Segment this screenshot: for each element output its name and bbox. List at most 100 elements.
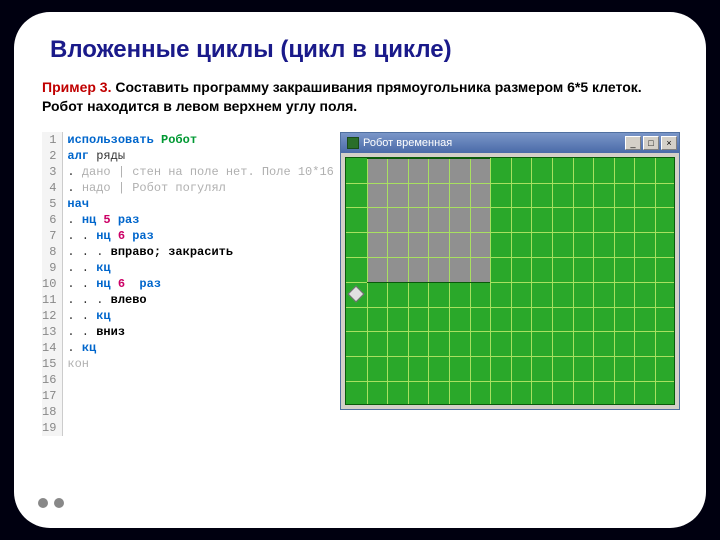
filled-cell (367, 232, 388, 257)
grid-vline (614, 158, 615, 404)
code-line: алг ряды (67, 148, 333, 164)
content-area: 12345678910111213141516171819 использова… (42, 132, 678, 436)
maximize-button[interactable]: □ (643, 136, 659, 150)
line-number: 2 (42, 148, 56, 164)
filled-cell (408, 207, 429, 232)
filled-cell (428, 232, 449, 257)
slide-title: Вложенные циклы (цикл в цикле) (50, 36, 678, 64)
example-text: Составить программу закрашивания прямоуг… (42, 79, 642, 114)
filled-cell (367, 257, 388, 282)
minimize-button[interactable]: _ (625, 136, 641, 150)
nav-bullet[interactable] (54, 498, 64, 508)
code-line: . кц (67, 340, 333, 356)
code-line: нач (67, 196, 333, 212)
grid-vline (387, 158, 388, 404)
code-line: . нц 5 раз (67, 212, 333, 228)
code-line (67, 404, 333, 420)
line-number: 14 (42, 340, 56, 356)
line-number: 11 (42, 292, 56, 308)
filled-cell (428, 158, 449, 183)
filled-cell (367, 183, 388, 208)
code-line: . . нц 6 раз (67, 276, 333, 292)
grid-hline (346, 381, 674, 382)
filled-cell (387, 257, 408, 282)
code-line (67, 372, 333, 388)
grid-vline (449, 158, 450, 404)
filled-cell (449, 183, 470, 208)
code-line: кон (67, 356, 333, 372)
line-number: 9 (42, 260, 56, 276)
filled-cell (470, 207, 491, 232)
code-line: использовать Робот (67, 132, 333, 148)
field-border (367, 282, 491, 283)
grid-hline (346, 356, 674, 357)
titlebar: Робот временная _ □ × (341, 133, 679, 153)
example-description: Пример 3. Составить программу закрашиван… (42, 78, 678, 116)
filled-cell (367, 207, 388, 232)
line-number: 16 (42, 372, 56, 388)
code-body: использовать Роботалг ряды. дано | стен … (63, 132, 333, 436)
grid-hline (346, 257, 674, 258)
slide: Вложенные циклы (цикл в цикле) Пример 3.… (14, 12, 706, 528)
grid-vline (552, 158, 553, 404)
filled-cell (449, 257, 470, 282)
filled-cell (367, 158, 388, 183)
grid-vline (428, 158, 429, 404)
line-number: 18 (42, 404, 56, 420)
field-border (367, 158, 491, 159)
grid-hline (346, 207, 674, 208)
code-line: . надо | Робот погулял (67, 180, 333, 196)
line-number: 8 (42, 244, 56, 260)
nav-bullet[interactable] (38, 498, 48, 508)
code-line (67, 420, 333, 436)
filled-cell (387, 207, 408, 232)
line-number: 15 (42, 356, 56, 372)
grid-hline (346, 232, 674, 233)
filled-cell (408, 183, 429, 208)
code-line: . . кц (67, 308, 333, 324)
code-line: . . . влево (67, 292, 333, 308)
line-number: 3 (42, 164, 56, 180)
filled-cell (470, 183, 491, 208)
line-number: 7 (42, 228, 56, 244)
code-line: . дано | стен на поле нет. Поле 10*16 (67, 164, 333, 180)
grid-vline (511, 158, 512, 404)
line-gutter: 12345678910111213141516171819 (42, 132, 63, 436)
grid-vline (531, 158, 532, 404)
filled-cell (387, 158, 408, 183)
grid-vline (655, 158, 656, 404)
grid-vline (593, 158, 594, 404)
window-title: Робот временная (363, 137, 623, 149)
code-line: . . вниз (67, 324, 333, 340)
line-number: 4 (42, 180, 56, 196)
robot-icon (348, 286, 365, 303)
line-number: 17 (42, 388, 56, 404)
grid-hline (346, 307, 674, 308)
grid-vline (470, 158, 471, 404)
robot-window: Робот временная _ □ × (340, 132, 680, 410)
filled-cell (408, 232, 429, 257)
filled-cell (449, 207, 470, 232)
app-icon (347, 137, 359, 149)
grid-vline (573, 158, 574, 404)
code-line (67, 388, 333, 404)
close-button[interactable]: × (661, 136, 677, 150)
line-number: 13 (42, 324, 56, 340)
grid-vline (490, 158, 491, 404)
grid-vline (367, 158, 368, 404)
field-wrap (341, 153, 679, 409)
filled-cell (408, 158, 429, 183)
filled-cell (387, 183, 408, 208)
code-line: . . . вправо; закрасить (67, 244, 333, 260)
filled-cell (428, 257, 449, 282)
robot-field (345, 157, 675, 405)
filled-cell (428, 207, 449, 232)
line-number: 1 (42, 132, 56, 148)
grid-hline (346, 183, 674, 184)
code-line: . . кц (67, 260, 333, 276)
filled-cell (449, 232, 470, 257)
line-number: 12 (42, 308, 56, 324)
line-number: 6 (42, 212, 56, 228)
code-pane: 12345678910111213141516171819 использова… (42, 132, 332, 436)
filled-cell (470, 232, 491, 257)
